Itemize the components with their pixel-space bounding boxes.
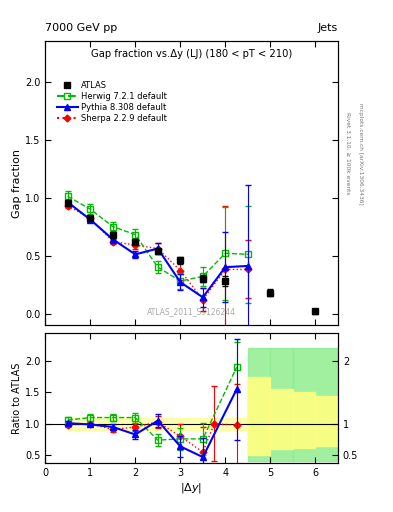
Bar <box>248 349 270 461</box>
Text: Rivet 3.1.10, ≥ 100k events: Rivet 3.1.10, ≥ 100k events <box>345 112 350 195</box>
Text: mcplots.cern.ch [arXiv:1306.3436]: mcplots.cern.ch [arXiv:1306.3436] <box>358 103 363 204</box>
Legend: ATLAS, Herwig 7.2.1 default, Pythia 8.308 default, Sherpa 2.2.9 default: ATLAS, Herwig 7.2.1 default, Pythia 8.30… <box>55 79 169 125</box>
X-axis label: $|\Delta y|$: $|\Delta y|$ <box>180 481 203 495</box>
Y-axis label: Ratio to ATLAS: Ratio to ATLAS <box>12 362 22 434</box>
Text: ATLAS_2011_S9126244: ATLAS_2011_S9126244 <box>147 308 236 316</box>
Bar <box>248 377 270 455</box>
Text: Gap fraction vs.Δy (LJ) (180 < pT < 210): Gap fraction vs.Δy (LJ) (180 < pT < 210) <box>91 50 292 59</box>
Bar <box>68 418 248 430</box>
Text: Jets: Jets <box>318 23 338 33</box>
Bar <box>270 349 293 461</box>
Bar <box>316 396 338 446</box>
Bar <box>293 349 338 461</box>
Bar <box>270 389 293 449</box>
Text: 7000 GeV pp: 7000 GeV pp <box>45 23 118 33</box>
Y-axis label: Gap fraction: Gap fraction <box>12 148 22 218</box>
Bar <box>293 392 316 447</box>
